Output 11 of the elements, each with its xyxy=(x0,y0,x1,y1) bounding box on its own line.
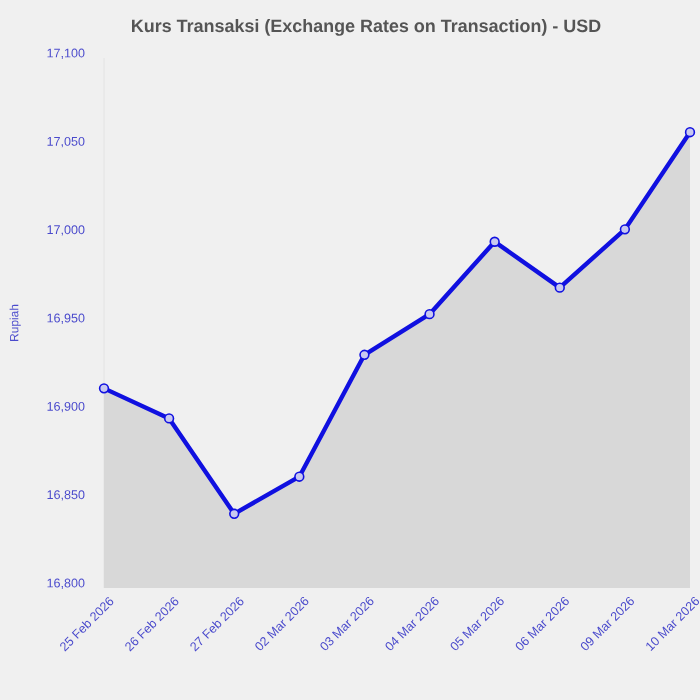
point xyxy=(229,508,240,519)
point xyxy=(424,308,435,320)
point xyxy=(489,236,500,247)
point xyxy=(294,471,305,482)
point xyxy=(98,383,110,394)
point xyxy=(684,127,696,138)
chart-title: Kurs Transaksi (Exchange Rates on Transaction) - USD xyxy=(132,19,601,36)
point xyxy=(359,349,370,360)
point xyxy=(554,282,565,293)
point xyxy=(163,413,175,424)
point xyxy=(619,224,631,235)
